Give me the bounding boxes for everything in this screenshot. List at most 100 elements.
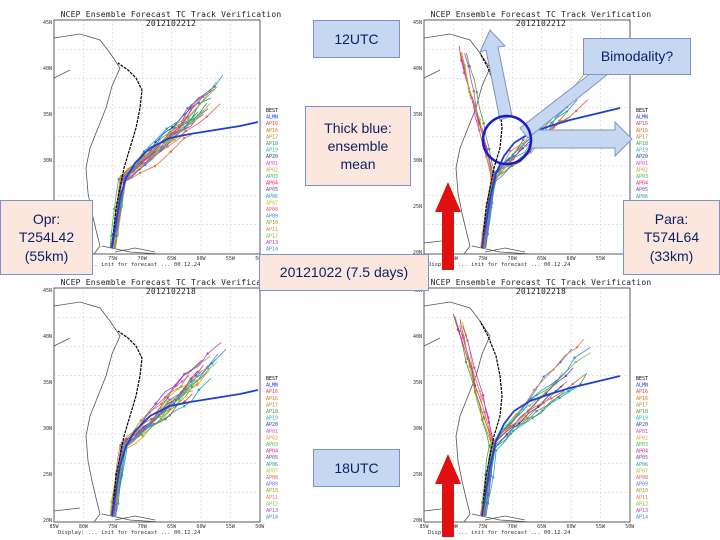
panel-footer: Display: ... init for forecast ... 00.12… [428,262,571,268]
svg-text:30N: 30N [43,158,52,164]
svg-text:AP16: AP16 [266,128,278,134]
svg-text:BEST: BEST [636,108,648,114]
svg-text:AP10: AP10 [266,220,278,226]
track-legend: BESTALMNAP16AP16AP17AP18AP19AP20AP01AP02… [636,376,648,521]
svg-text:AP16: AP16 [636,121,648,127]
svg-text:60W: 60W [196,524,206,530]
svg-text:65W: 65W [167,524,177,530]
panel-title: NCEP Ensemble Forecast TC Track Verifica… [430,278,652,296]
svg-text:AP18: AP18 [266,409,278,415]
svg-text:20N: 20N [43,518,52,524]
svg-text:AP02: AP02 [636,435,648,441]
svg-text:55W: 55W [226,256,236,262]
svg-text:AP14: AP14 [266,515,278,521]
svg-text:AP03: AP03 [266,174,278,180]
svg-text:AP12: AP12 [266,501,278,507]
svg-text:AP14: AP14 [636,515,648,521]
svg-text:AP05: AP05 [636,455,648,461]
svg-text:55W: 55W [226,524,236,530]
svg-text:AP16: AP16 [266,389,278,395]
svg-text:AP14: AP14 [266,247,278,253]
svg-text:ALMN: ALMN [636,115,648,121]
track-panel-opr-18utc: NCEP Ensemble Forecast TC Track Verifica… [40,276,302,539]
svg-text:AP02: AP02 [636,167,648,173]
svg-text:AP06: AP06 [636,462,648,468]
svg-text:85W: 85W [419,524,429,530]
svg-text:AP11: AP11 [266,227,278,233]
svg-text:65W: 65W [537,256,547,262]
svg-text:AP11: AP11 [636,495,648,501]
label-init-date: 20121022 (7.5 days) [259,254,429,291]
svg-text:75W: 75W [478,524,488,530]
svg-text:AP03: AP03 [636,174,648,180]
svg-text:30N: 30N [413,426,422,432]
svg-text:70W: 70W [138,524,148,530]
track-legend: BESTALMNAP16AP16AP17AP18AP19AP20AP01AP02… [266,376,278,521]
svg-text:75W: 75W [108,256,118,262]
svg-text:60W: 60W [566,256,576,262]
svg-text:AP08: AP08 [266,475,278,481]
label-opr-resolution: Opr: T254L42 (55km) [0,200,93,275]
svg-text:AP18: AP18 [636,409,648,415]
svg-text:40N: 40N [413,334,422,340]
svg-text:AP10: AP10 [636,488,648,494]
svg-text:75W: 75W [108,524,118,530]
panel-title: NCEP Ensemble Forecast TC Track Verifica… [60,278,282,296]
label-18utc: 18UTC [313,449,400,487]
svg-text:AP02: AP02 [266,167,278,173]
panel-footer: Display: ... init for forecast ... 00.12… [58,262,201,268]
track-map-para-18utc: 85W 80W 75W 70W 65W 60W 55W 50W45N40N35N30N25N2… [413,287,648,530]
svg-text:45N: 45N [413,20,422,26]
svg-text:AP09: AP09 [636,482,648,488]
svg-text:70W: 70W [138,256,148,262]
svg-text:50W: 50W [625,524,635,530]
svg-text:AP19: AP19 [636,148,648,154]
svg-text:BEST: BEST [266,108,278,114]
svg-text:55W: 55W [596,524,606,530]
svg-text:AP12: AP12 [266,233,278,239]
svg-text:ALMN: ALMN [266,115,278,121]
svg-text:75W: 75W [478,256,488,262]
svg-text:BEST: BEST [266,376,278,382]
svg-text:20N: 20N [413,250,422,256]
svg-text:30N: 30N [413,158,422,164]
svg-text:AP13: AP13 [266,508,278,514]
svg-text:AP04: AP04 [636,181,648,187]
svg-text:40N: 40N [43,66,52,72]
svg-text:AP19: AP19 [266,148,278,154]
svg-text:AP01: AP01 [266,429,278,435]
svg-text:AP05: AP05 [636,187,648,193]
svg-text:AP07: AP07 [636,468,648,474]
svg-text:AP11: AP11 [266,495,278,501]
svg-text:65W: 65W [167,256,177,262]
svg-text:AP01: AP01 [266,161,278,167]
svg-text:25N: 25N [413,204,422,210]
svg-text:60W: 60W [196,256,206,262]
panel-title: NCEP Ensemble Forecast TC Track Verifica… [430,10,652,28]
svg-text:AP04: AP04 [636,449,648,455]
svg-text:35N: 35N [413,380,422,386]
panel-footer: Display: ... init for forecast ... 00.12… [428,530,571,536]
label-ensemble-mean: Thick blue: ensemble mean [305,106,411,186]
svg-text:AP05: AP05 [266,455,278,461]
track-map-opr-18utc: 85W 80W 75W 70W 65W 60W 55W 50W 45N 40N 35N 30N 25N 2… [43,287,278,530]
label-bimodality: Bimodality? [583,38,691,75]
svg-text:AP17: AP17 [266,134,278,140]
track-panel-para-18utc: NCEP Ensemble Forecast TC Track Verifica… [410,276,672,539]
svg-text:80W: 80W [79,524,89,530]
label-para-resolution: Para: T574L64 (33km) [623,200,720,275]
svg-text:AP09: AP09 [266,214,278,220]
svg-text:AP07: AP07 [266,200,278,206]
svg-text:AP19: AP19 [636,416,648,422]
svg-text:AP12: AP12 [636,501,648,507]
svg-text:AP10: AP10 [266,488,278,494]
svg-text:AP18: AP18 [266,141,278,147]
svg-text:AP13: AP13 [636,508,648,514]
svg-text:85W: 85W [49,524,59,530]
svg-text:AP16: AP16 [636,128,648,134]
svg-text:AP16: AP16 [636,396,648,402]
svg-text:AP16: AP16 [636,389,648,395]
svg-text:35N: 35N [43,380,52,386]
svg-text:70W: 70W [508,524,518,530]
svg-text:AP08: AP08 [636,475,648,481]
